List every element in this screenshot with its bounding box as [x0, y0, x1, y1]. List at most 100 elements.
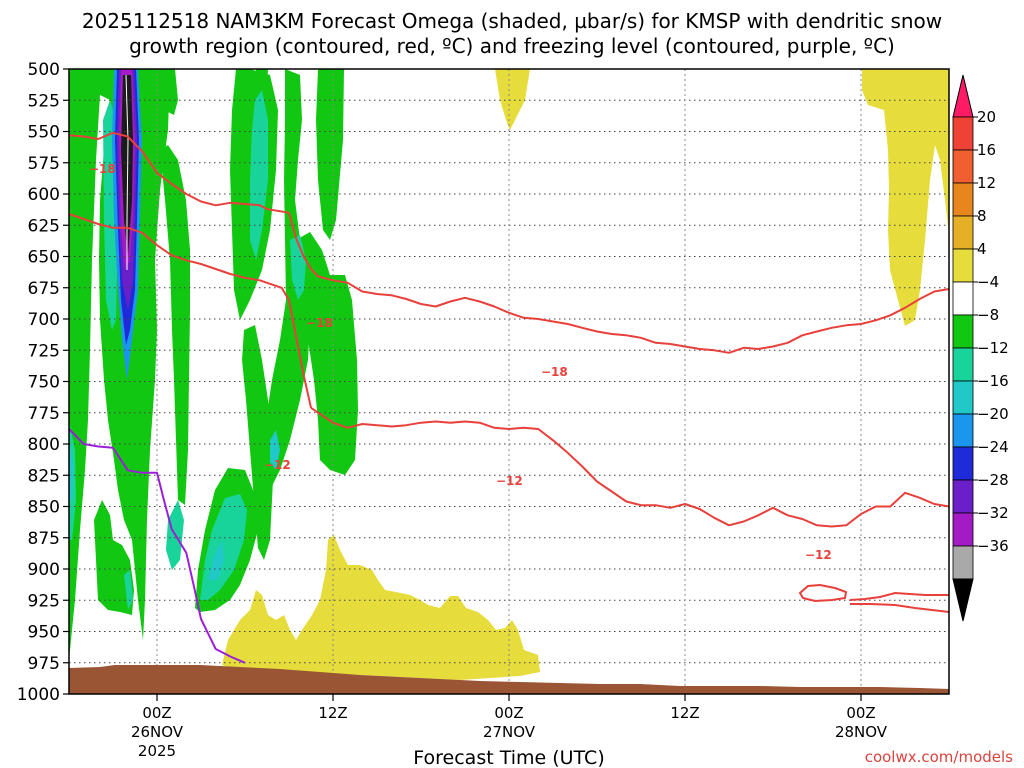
- y-tick-label: 600: [28, 185, 60, 205]
- colorbar-segment: [952, 281, 974, 316]
- colorbar-label: 16: [977, 141, 996, 159]
- omega-ascent-region: [242, 325, 273, 560]
- y-tick-label: 625: [28, 216, 60, 236]
- omega-descent-region: [222, 535, 540, 680]
- omega-ascent-region: [264, 69, 310, 490]
- colorbar-segment: [952, 512, 974, 547]
- contour-labels: −18 −18 −18 −12 −12 −12: [89, 162, 832, 562]
- colorbar-label: −36: [977, 537, 1009, 555]
- y-tick-label: 875: [28, 529, 60, 549]
- omega-ascent-region: [124, 570, 133, 610]
- omega-ascent-core: [125, 74, 129, 270]
- y-tick-label: 900: [28, 560, 60, 580]
- colorbar-segment: [952, 545, 974, 580]
- omega-ascent-region: [296, 232, 358, 475]
- x-tick-label: 2025: [138, 742, 176, 760]
- omega-ascent-region: [140, 69, 178, 115]
- contour-label: −12: [264, 458, 291, 472]
- credit-text: coolwx.com/models: [865, 748, 1013, 766]
- y-axis: 500 525 550 575 600 625 650 675 700 725 750 775 800 8…: [17, 60, 69, 705]
- y-tick-label: 500: [28, 60, 60, 80]
- x-tick-label: 12Z: [670, 704, 699, 722]
- colorbar: 20 16 12 8 4 −4 −8 −12 −16 −20 −24 −28 −32 −36: [952, 74, 1009, 622]
- colorbar-segment: [952, 314, 974, 349]
- colorbar-label: 8: [977, 207, 987, 225]
- colorbar-segment: [952, 215, 974, 250]
- y-tick-label: 950: [28, 623, 60, 643]
- minus12-contour-tail: [850, 603, 950, 613]
- contour-label: −18: [541, 365, 568, 379]
- omega-ascent-region: [69, 69, 170, 660]
- x-tick-label: 27NOV: [483, 723, 536, 741]
- chart-title-line1: 2025112518 NAM3KM Forecast Omega (shaded…: [82, 9, 942, 33]
- y-tick-label: 825: [28, 466, 60, 486]
- y-tick-label: 700: [28, 310, 60, 330]
- colorbar-label: −32: [977, 504, 1009, 522]
- colorbar-label: −8: [977, 306, 999, 324]
- contour-label: −18: [306, 316, 333, 330]
- y-tick-label: 750: [28, 373, 60, 393]
- omega-ascent-region: [94, 500, 134, 615]
- colorbar-label: −24: [977, 438, 1009, 456]
- contour-label: −18: [89, 162, 116, 176]
- y-tick-label: 975: [28, 654, 60, 674]
- colorbar-label: 12: [977, 174, 996, 192]
- colorbar-segment: [952, 446, 974, 481]
- x-tick-label: 28NOV: [835, 723, 888, 741]
- colorbar-label: 20: [977, 108, 996, 126]
- omega-ascent-core: [121, 75, 133, 255]
- y-tick-label: 725: [28, 341, 60, 361]
- y-tick-label: 525: [28, 91, 60, 111]
- y-tick-label: 800: [28, 435, 60, 455]
- omega-descent-region: [862, 69, 949, 326]
- contour-label: −12: [496, 474, 523, 488]
- omega-shading: [69, 69, 949, 680]
- omega-ascent-region: [316, 69, 344, 240]
- colorbar-segment: [952, 413, 974, 448]
- colorbar-segment: [952, 182, 974, 217]
- colorbar-label: 4: [977, 240, 987, 258]
- omega-ascent-region: [250, 90, 268, 260]
- colorbar-segment: [952, 479, 974, 514]
- minus12-closed-contours: [798, 583, 950, 613]
- x-tick-label: 12Z: [318, 704, 347, 722]
- omega-ascent-region: [270, 430, 280, 470]
- colorbar-label: −12: [977, 339, 1009, 357]
- omega-descent-region: [495, 69, 530, 130]
- y-tick-label: 925: [28, 591, 60, 611]
- colorbar-label: −28: [977, 471, 1009, 489]
- x-tick-label: 00Z: [494, 704, 523, 722]
- colorbar-segment: [952, 116, 974, 151]
- colorbar-bottom-arrow: [952, 578, 974, 622]
- x-tick-label: 26NOV: [131, 723, 184, 741]
- x-axis-label: Forecast Time (UTC): [413, 747, 604, 768]
- colorbar-top-arrow: [952, 74, 974, 118]
- y-tick-label: 650: [28, 248, 60, 268]
- x-tick-label: 00Z: [846, 704, 875, 722]
- terrain-surface: [69, 665, 949, 694]
- freezing-level-contour: [68, 428, 246, 664]
- colorbar-segment: [952, 347, 974, 382]
- colorbar-label: −4: [977, 273, 999, 291]
- minus12-closed-contour: [798, 583, 848, 603]
- minus18-lower-contour: [68, 213, 312, 409]
- omega-ascent-region: [208, 540, 224, 580]
- y-tick-label: 550: [28, 123, 60, 143]
- omega-ascent-region: [160, 145, 190, 505]
- y-tick-label: 1000: [17, 685, 60, 705]
- y-tick-label: 675: [28, 279, 60, 299]
- x-tick-label: 00Z: [142, 704, 171, 722]
- grid: [69, 68, 949, 695]
- y-tick-label: 575: [28, 154, 60, 174]
- colorbar-segment: [952, 380, 974, 415]
- minus18-upper-contour: [68, 131, 950, 354]
- y-tick-label: 775: [28, 404, 60, 424]
- contour-lines: [68, 131, 950, 664]
- colorbar-segment: [952, 248, 974, 283]
- colorbar-label: −16: [977, 372, 1009, 390]
- contour-label: −12: [805, 548, 832, 562]
- colorbar-label: −20: [977, 405, 1009, 423]
- colorbar-segment: [952, 149, 974, 184]
